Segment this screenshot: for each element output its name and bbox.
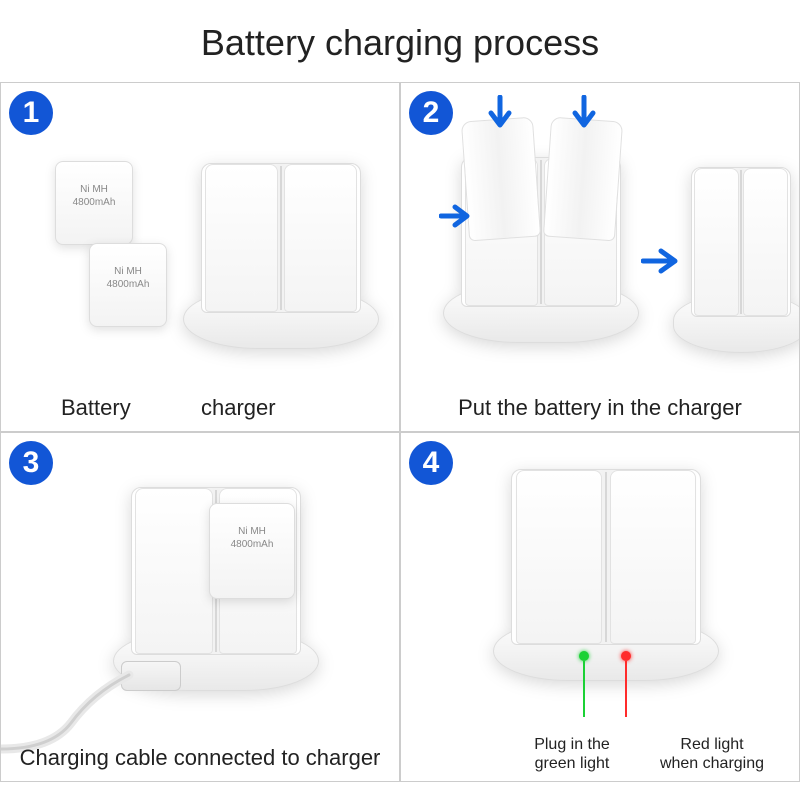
- arrow-right-icon: [641, 247, 685, 275]
- charger: [511, 453, 701, 681]
- battery-inserting: [543, 117, 623, 242]
- battery-label: Ni MH 4800mAh: [90, 244, 166, 291]
- step-badge-4: 4: [409, 441, 453, 485]
- step-badge-1: 1: [9, 91, 53, 135]
- arrow-down-icon: [571, 95, 597, 135]
- step-3: 3 Ni MH 4800mAh: [0, 432, 400, 782]
- step-badge-2: 2: [409, 91, 453, 135]
- charger-small: [691, 213, 791, 353]
- step-badge-3: 3: [9, 441, 53, 485]
- steps-grid: 1 Ni MH 4800mAh Ni MH 4800mAh: [0, 82, 800, 782]
- indicator-line-green: [583, 661, 585, 717]
- step-3-caption: Charging cable connected to charger: [1, 745, 399, 771]
- step-1-caption-a: Battery: [61, 395, 131, 421]
- charger: [201, 149, 361, 349]
- battery-pack: Ni MH 4800mAh: [209, 503, 295, 599]
- step-2-caption: Put the battery in the charger: [401, 395, 799, 421]
- step-4-scene: [401, 433, 799, 781]
- step-1-caption-b: charger: [201, 395, 276, 421]
- battery-label: Ni MH 4800mAh: [56, 162, 132, 209]
- led-green: [579, 651, 589, 661]
- step-4-caption-red: Red lightwhen charging: [637, 736, 787, 773]
- step-1: 1 Ni MH 4800mAh Ni MH 4800mAh: [0, 82, 400, 432]
- led-red: [621, 651, 631, 661]
- arrow-down-icon: [487, 95, 513, 135]
- step-4: 4 Plug in thegreen light Red lightwhen c…: [400, 432, 800, 782]
- step-1-scene: Ni MH 4800mAh Ni MH 4800mAh: [1, 83, 399, 431]
- battery-pack: Ni MH 4800mAh: [89, 243, 167, 327]
- step-4-caption-green: Plug in thegreen light: [507, 736, 637, 773]
- battery-label: Ni MH 4800mAh: [210, 504, 294, 551]
- step-3-scene: Ni MH 4800mAh: [1, 433, 399, 781]
- step-2-scene: [401, 83, 799, 431]
- infographic-page: Battery charging process 1 Ni MH 4800mAh…: [0, 0, 800, 800]
- arrow-right-icon: [439, 203, 475, 229]
- step-2: 2: [400, 82, 800, 432]
- indicator-line-red: [625, 661, 627, 717]
- page-title: Battery charging process: [0, 0, 800, 82]
- battery-pack: Ni MH 4800mAh: [55, 161, 133, 245]
